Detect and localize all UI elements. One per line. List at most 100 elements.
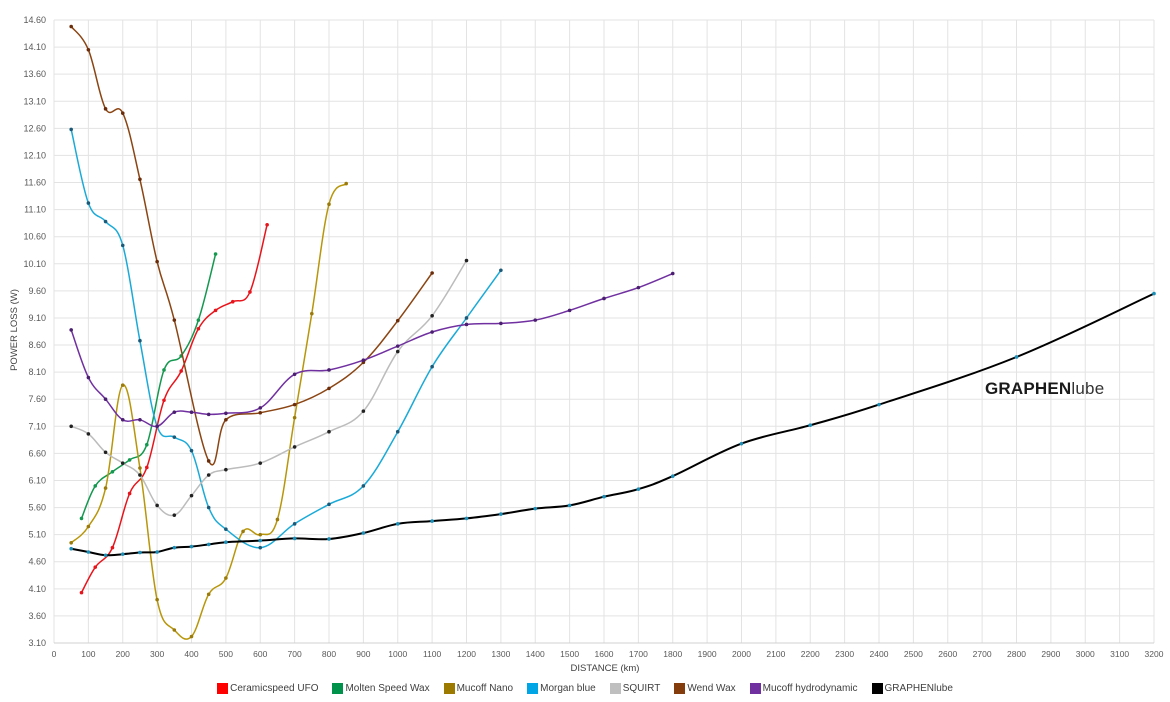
data-point-marker xyxy=(162,368,166,372)
data-point-marker xyxy=(206,473,211,477)
data-point-marker xyxy=(395,429,400,434)
x-tick-label: 2500 xyxy=(904,649,923,659)
data-point-marker xyxy=(224,418,228,422)
data-point-marker xyxy=(86,432,91,436)
data-point-marker xyxy=(395,349,400,354)
y-tick-label: 3.10 xyxy=(28,638,46,648)
legend-swatch-icon xyxy=(443,683,455,694)
x-tick-label: 1500 xyxy=(560,649,579,659)
x-tick-label: 2100 xyxy=(766,649,785,659)
series-mucoff-hydrodynamic xyxy=(69,271,675,429)
legend-swatch-icon xyxy=(749,683,761,694)
data-point-marker xyxy=(120,418,125,422)
data-point-marker xyxy=(499,512,503,516)
data-point-marker xyxy=(430,271,434,275)
data-point-marker xyxy=(361,484,366,488)
data-point-marker xyxy=(155,259,159,264)
legend-item: Ceramicspeed UFO xyxy=(217,683,318,694)
data-point-marker xyxy=(292,402,297,407)
legend-swatch-icon xyxy=(609,683,621,694)
x-tick-label: 1000 xyxy=(388,649,407,659)
data-point-marker xyxy=(69,127,73,132)
data-point-marker xyxy=(127,458,132,462)
y-tick-label: 7.10 xyxy=(28,421,46,431)
data-point-marker xyxy=(361,409,366,413)
data-point-marker xyxy=(241,529,245,534)
series-molten-speed-wax xyxy=(79,252,218,521)
y-tick-label: 13.60 xyxy=(23,69,46,79)
data-point-marker xyxy=(189,448,194,453)
x-tick-label: 2700 xyxy=(973,649,992,659)
legend-item: SQUIRT xyxy=(609,683,661,694)
data-point-marker xyxy=(224,527,228,532)
data-point-marker xyxy=(86,524,91,529)
data-point-marker xyxy=(172,318,177,322)
data-point-marker xyxy=(430,330,434,334)
data-point-marker xyxy=(533,506,538,511)
data-point-marker xyxy=(275,517,280,522)
data-point-marker xyxy=(327,202,331,206)
data-point-marker xyxy=(138,177,142,182)
y-tick-label: 10.10 xyxy=(23,259,46,269)
x-tick-label: 2200 xyxy=(801,649,820,659)
x-tick-label: 1300 xyxy=(491,649,510,659)
data-point-marker xyxy=(79,516,84,521)
data-point-marker xyxy=(808,423,813,428)
data-point-marker xyxy=(69,328,73,332)
legend-label: SQUIRT xyxy=(622,683,661,694)
data-point-marker xyxy=(172,435,177,439)
series-mucoff-nano xyxy=(69,181,348,640)
x-axis-title: DISTANCE (km) xyxy=(571,663,640,674)
data-point-marker xyxy=(395,522,400,526)
data-point-marker xyxy=(499,268,503,273)
data-point-marker xyxy=(86,47,91,52)
data-point-marker xyxy=(69,24,73,29)
y-tick-label: 13.10 xyxy=(23,96,46,106)
legend-item: Morgan blue xyxy=(527,683,596,694)
data-point-marker xyxy=(258,538,263,543)
data-point-marker xyxy=(636,487,641,491)
series-wend-wax xyxy=(69,24,434,466)
legend-swatch-icon xyxy=(332,683,344,694)
data-point-marker xyxy=(79,590,84,595)
x-tick-label: 2600 xyxy=(938,649,957,659)
graphenlube-annotation: GRAPHENlube xyxy=(985,379,1104,399)
data-point-marker xyxy=(120,461,125,465)
data-point-marker xyxy=(110,470,115,474)
data-point-marker xyxy=(344,181,348,186)
data-point-marker xyxy=(310,311,314,316)
data-point-marker xyxy=(258,532,263,537)
y-tick-label: 14.60 xyxy=(23,15,46,25)
y-tick-label: 6.60 xyxy=(28,448,46,458)
data-point-marker xyxy=(327,386,331,391)
y-tick-label: 4.10 xyxy=(28,584,46,594)
data-point-marker xyxy=(145,465,149,470)
y-tick-label: 9.60 xyxy=(28,286,46,296)
data-point-marker xyxy=(248,290,252,294)
legend-label: Mucoff Nano xyxy=(456,683,514,694)
data-point-marker xyxy=(430,364,434,369)
data-point-marker xyxy=(206,505,211,510)
data-point-marker xyxy=(567,308,572,313)
data-point-marker xyxy=(103,219,108,224)
data-point-marker xyxy=(327,537,331,541)
x-tick-label: 1900 xyxy=(698,649,717,659)
legend-item: Mucoff hydrodynamic xyxy=(749,683,858,694)
y-tick-label: 8.10 xyxy=(28,367,46,377)
data-point-marker xyxy=(602,296,606,301)
y-tick-label: 11.10 xyxy=(24,205,46,215)
y-tick-label: 3.60 xyxy=(28,611,46,621)
data-point-marker xyxy=(395,318,400,323)
data-point-marker xyxy=(602,494,606,499)
x-tick-label: 2800 xyxy=(1007,649,1026,659)
data-point-marker xyxy=(69,424,73,429)
data-point-marker xyxy=(189,634,194,639)
data-point-marker xyxy=(138,473,142,477)
data-point-marker xyxy=(93,565,98,569)
x-tick-label: 2000 xyxy=(732,649,751,659)
data-point-marker xyxy=(670,474,675,478)
x-tick-label: 1600 xyxy=(595,649,614,659)
data-point-marker xyxy=(567,503,572,508)
y-tick-label: 12.60 xyxy=(23,123,46,133)
